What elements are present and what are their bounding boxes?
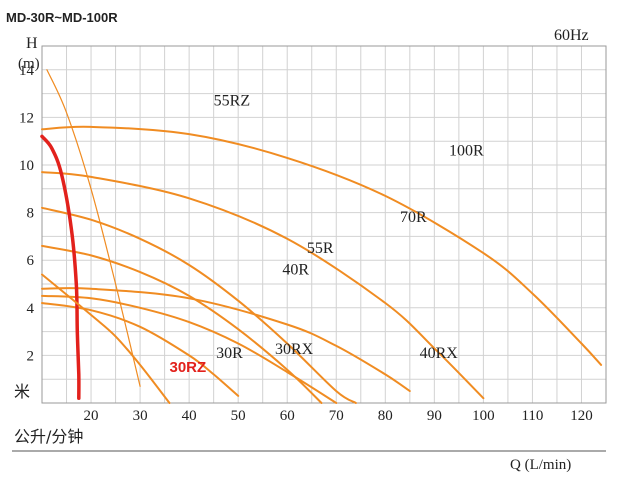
x-tick-label: 30 [133,408,148,424]
x-tick-label: 120 [570,408,593,424]
y-tick-label: 6 [27,253,35,269]
y-axis-label: H [26,35,38,52]
series-line-55rz [46,69,141,387]
y-axis-label-cn: 米 [14,382,30,401]
y-tick-label: 2 [27,348,35,364]
y-tick-label: 12 [19,110,34,126]
series-label-70r: 70R [400,209,427,226]
series-line-40r [41,244,323,404]
frequency-label: 60Hz [554,27,589,44]
x-tick-label: 60 [280,408,295,424]
x-axis-label-cn: 公升/分钟 [14,427,83,446]
series-label-40r: 40R [282,261,309,278]
plot-frame [41,45,607,404]
x-tick-label: 100 [472,408,495,424]
chart-title: MD-30R~MD-100R [6,10,118,25]
y-tick-label: 14 [19,63,35,79]
y-tick-label: 8 [27,206,35,222]
y-tick-label: 10 [19,158,34,174]
x-tick-label: 80 [378,408,393,424]
series-line-30r [41,302,240,397]
series-line-30rx [41,294,338,404]
series-label-30rx: 30RX [275,341,314,358]
series-line-55r [41,206,357,404]
series-label-100r: 100R [449,142,484,159]
x-tick-label: 90 [427,408,442,424]
axis-ticks: 20 30 40 50 60 70 80 90 100 110 120 2 4 6 8 10 12 14 [19,63,593,424]
series-label-55r: 55R [307,240,334,257]
series-line-extra [41,273,171,404]
y-axis-unit: (m) [18,56,40,72]
series-label-40rx: 40RX [420,345,459,362]
series-label-55rz: 55RZ [214,93,250,110]
series-label-30rz: 30RZ [170,359,207,376]
series-labels: 100R 70R 55R 40R 40RX 30RX 30R 55RZ 30RZ [170,93,485,377]
x-axis-label: Q (L/min) [510,457,571,473]
x-tick-label: 50 [231,408,246,424]
series-line-100r [41,125,603,366]
series-line-30rz [40,134,81,400]
series-label-30r: 30R [216,345,243,362]
x-tick-label: 20 [84,408,99,424]
series-line-70r [41,171,485,400]
x-tick-label: 110 [521,408,543,424]
x-tick-label: 70 [329,408,344,424]
series [40,69,603,404]
series-line-40rx [41,287,411,393]
y-tick-label: 4 [27,301,35,317]
x-tick-label: 40 [182,408,197,424]
